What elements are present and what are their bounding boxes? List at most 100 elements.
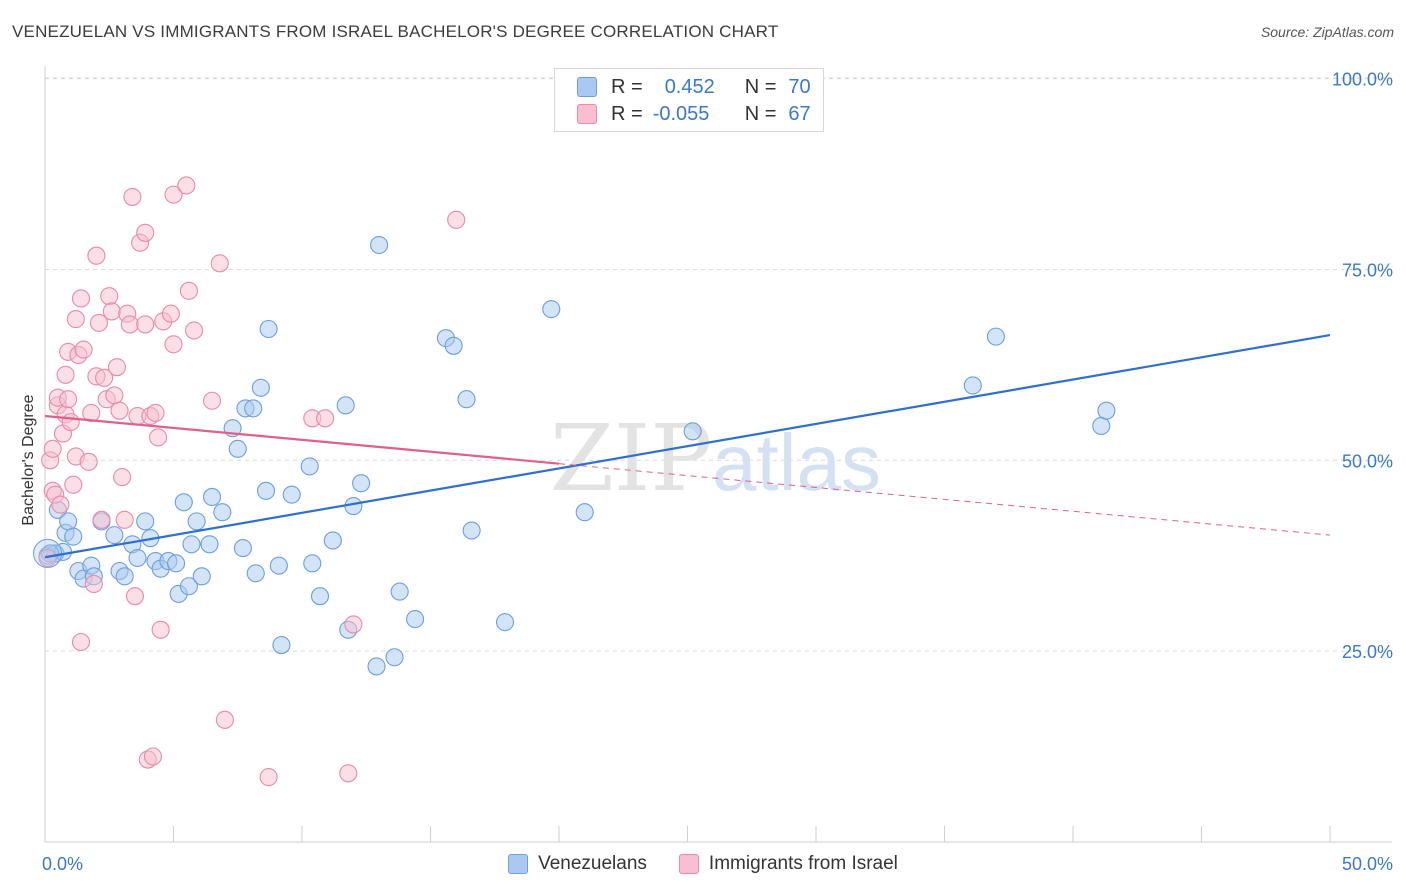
israel-point[interactable] [149,428,168,447]
venezuelan-point[interactable] [323,531,342,550]
israel-point[interactable] [177,176,196,195]
israel-point[interactable] [161,304,180,323]
israel-point[interactable] [43,439,62,458]
correlation-legend: R = 0.452 N = 70 R = -0.055 N = 67 [554,68,824,132]
venezuelan-point[interactable] [200,535,219,554]
israel-point[interactable] [38,548,57,568]
venezuelan-point[interactable] [192,567,211,586]
israel-point[interactable] [164,335,183,354]
israel-point[interactable] [120,315,139,334]
venezuelan-point[interactable] [495,613,515,632]
israel-point[interactable] [185,321,204,340]
israel-point[interactable] [203,391,222,410]
venezuelan-point[interactable] [213,503,232,522]
israel-point[interactable] [66,310,85,329]
venezuelan-point[interactable] [310,587,330,606]
israel-point[interactable] [110,401,129,420]
israel-point[interactable] [105,386,124,405]
venezuelan-point[interactable] [1092,416,1111,435]
axis-layer: 25.0% 50.0% 75.0% 100.0% 0.0% 50.0% [42,66,1393,874]
venezuelan-point[interactable] [256,481,276,500]
israel-point[interactable] [95,368,114,387]
israel-point[interactable] [102,302,121,321]
israel-point[interactable] [71,289,91,308]
venezuelan-point[interactable] [128,548,147,568]
venezuelan-point[interactable] [1097,401,1116,420]
israel-point[interactable] [123,187,142,206]
venezuelan-point[interactable] [269,556,288,575]
israel-point[interactable] [143,747,162,766]
israel-point[interactable] [316,409,335,428]
venezuelan-point[interactable] [352,474,371,493]
israel-point[interactable] [64,475,83,494]
israel-point[interactable] [56,365,75,384]
israel-point[interactable] [136,223,155,242]
venezuelan-point[interactable] [963,376,982,395]
venezuelan-point[interactable] [367,657,386,676]
venezuelan-point[interactable] [385,648,404,667]
venezuelan-point[interactable] [244,399,263,418]
venezuelan-point[interactable] [187,512,206,531]
venezuelan-point[interactable] [336,396,355,415]
venezuelan-point[interactable] [457,390,476,409]
legend-item-venezuelans[interactable]: Venezuelans [508,853,647,875]
israel-point[interactable] [339,764,358,783]
venezuelan-point[interactable] [203,487,222,506]
venezuelan-point[interactable] [167,554,186,573]
israel-point[interactable] [79,452,98,471]
venezuelan-point[interactable] [444,336,463,355]
venezuelan-point[interactable] [246,564,265,583]
israel-point[interactable] [164,185,183,204]
israel-point[interactable] [100,287,119,306]
venezuelan-point[interactable] [370,235,389,255]
venezuelan-point[interactable] [136,512,155,531]
israel-point[interactable] [344,615,363,634]
venezuelan-point[interactable] [174,493,193,512]
israel-point[interactable] [179,281,198,300]
venezuelan-point[interactable] [344,497,363,516]
venezuelan-point[interactable] [282,485,301,504]
israel-point[interactable] [447,210,466,229]
israel-point[interactable] [74,340,93,359]
israel-point[interactable] [61,413,80,432]
israel-point[interactable] [89,313,109,332]
israel-point[interactable] [71,632,91,652]
israel-point[interactable] [51,495,70,514]
israel-point[interactable] [92,510,111,529]
venezuelan-point[interactable] [59,512,78,531]
venezuelan-point[interactable] [462,521,481,540]
venezuelan-point[interactable] [303,554,322,573]
venezuelan-point[interactable] [228,439,247,458]
venezuelan-point[interactable] [233,539,252,558]
israel-point[interactable] [146,403,165,423]
venezuelan-point[interactable] [683,422,702,441]
venezuelan-point[interactable] [542,300,561,319]
israel-point[interactable] [215,710,234,729]
venezuelan-point[interactable] [251,378,270,397]
israel-point[interactable] [151,620,170,639]
venezuelan-point[interactable] [64,527,83,546]
venezuelan-point[interactable] [115,567,134,586]
israel-point[interactable] [113,468,132,487]
israel-point[interactable] [87,246,106,265]
israel-point[interactable] [115,510,134,529]
israel-point[interactable] [210,254,229,273]
venezuelan-point[interactable] [259,319,278,339]
venezuelan-point[interactable] [272,635,291,655]
venezuelan-point[interactable] [300,457,319,476]
venezuelan-point[interactable] [105,526,124,545]
israel-point[interactable] [82,403,101,423]
israel-point[interactable] [107,358,127,377]
venezuelan-point[interactable] [390,582,409,601]
israel-point[interactable] [136,315,155,334]
venezuelan-point[interactable] [986,327,1005,346]
venezuelan-point[interactable] [406,610,425,629]
israel-point[interactable] [125,587,144,606]
venezuelan-point[interactable] [179,577,198,596]
legend-item-israel[interactable]: Immigrants from Israel [678,853,898,875]
israel-point[interactable] [59,390,78,409]
israel-point[interactable] [259,768,278,787]
venezuelan-point[interactable] [182,535,201,554]
israel-point[interactable] [84,574,103,594]
venezuelan-point[interactable] [575,503,594,522]
